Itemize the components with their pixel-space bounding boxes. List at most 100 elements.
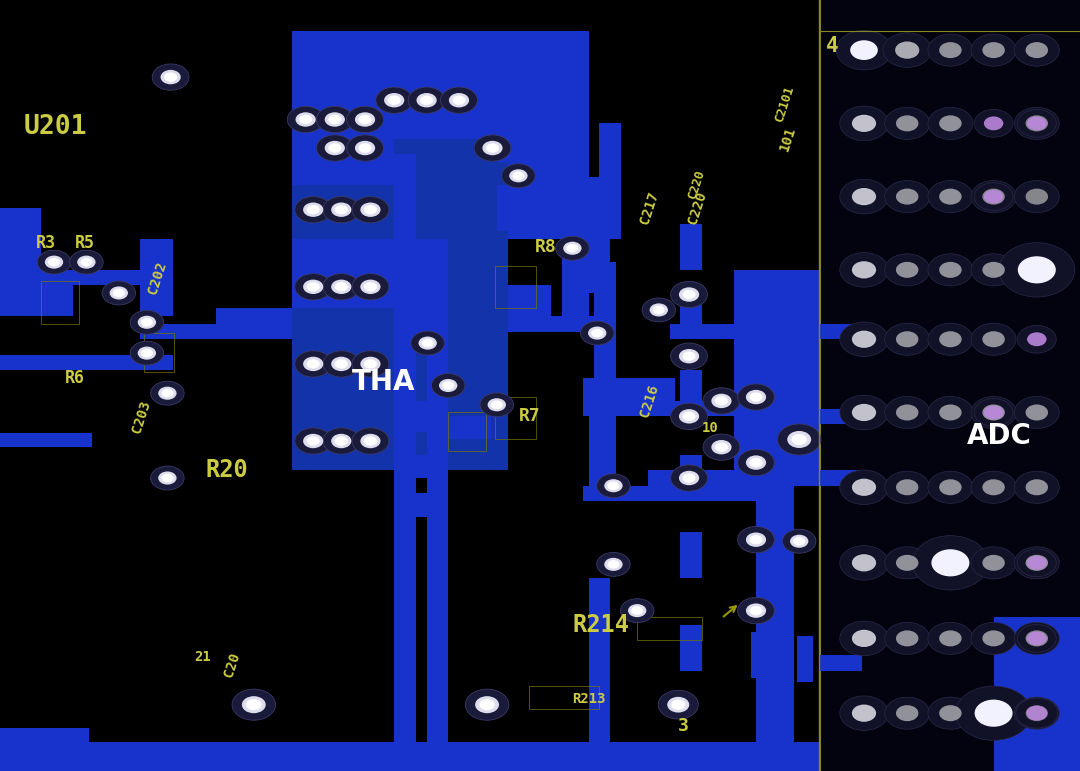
Circle shape — [940, 189, 961, 204]
Bar — [680, 293, 702, 339]
Circle shape — [465, 689, 509, 720]
Bar — [394, 154, 416, 771]
Bar — [448, 412, 486, 451]
Circle shape — [490, 401, 503, 409]
Circle shape — [1015, 699, 1057, 728]
Circle shape — [480, 393, 514, 416]
Circle shape — [750, 535, 762, 544]
Circle shape — [141, 348, 153, 358]
Circle shape — [162, 389, 173, 398]
Circle shape — [1014, 697, 1059, 729]
Circle shape — [1026, 631, 1048, 646]
Circle shape — [999, 243, 1075, 297]
Circle shape — [983, 631, 1004, 646]
Bar — [745, 324, 810, 339]
Circle shape — [778, 424, 821, 455]
Text: R3: R3 — [36, 234, 56, 252]
Circle shape — [307, 282, 320, 291]
Circle shape — [913, 536, 988, 590]
Circle shape — [683, 473, 696, 483]
Circle shape — [896, 189, 918, 204]
Circle shape — [483, 141, 502, 155]
Circle shape — [1017, 109, 1056, 137]
Circle shape — [480, 699, 495, 710]
Bar — [144, 333, 174, 372]
Circle shape — [335, 436, 348, 446]
Circle shape — [852, 188, 876, 205]
Circle shape — [158, 471, 177, 484]
Text: 3: 3 — [678, 717, 689, 736]
Circle shape — [896, 116, 918, 131]
Circle shape — [671, 343, 707, 369]
Bar — [751, 632, 794, 678]
Circle shape — [746, 604, 766, 618]
Circle shape — [352, 274, 389, 300]
Bar — [583, 486, 756, 501]
Circle shape — [303, 280, 323, 294]
Circle shape — [750, 458, 762, 467]
Circle shape — [1014, 107, 1059, 140]
Circle shape — [840, 322, 888, 356]
Circle shape — [971, 547, 1016, 579]
Circle shape — [679, 471, 699, 485]
Bar — [140, 239, 173, 316]
Circle shape — [940, 705, 961, 721]
Circle shape — [566, 244, 579, 252]
Circle shape — [928, 323, 973, 355]
Text: C216: C216 — [637, 383, 661, 419]
Circle shape — [679, 349, 699, 363]
Circle shape — [307, 436, 320, 446]
Circle shape — [683, 352, 696, 361]
Circle shape — [971, 254, 1016, 286]
Circle shape — [793, 537, 806, 546]
Circle shape — [232, 689, 275, 720]
Circle shape — [316, 135, 353, 161]
Circle shape — [791, 535, 809, 548]
Bar — [495, 397, 536, 439]
Circle shape — [408, 87, 445, 113]
Bar — [589, 401, 616, 501]
Circle shape — [928, 622, 973, 655]
Circle shape — [983, 42, 1004, 58]
Circle shape — [974, 699, 1013, 727]
Text: C202: C202 — [146, 260, 170, 295]
Bar — [797, 636, 813, 682]
Bar — [410, 493, 443, 517]
Circle shape — [242, 696, 266, 713]
Circle shape — [852, 630, 876, 647]
Circle shape — [792, 434, 807, 445]
Bar — [599, 123, 621, 239]
Circle shape — [287, 106, 324, 133]
Circle shape — [352, 351, 389, 377]
Circle shape — [152, 64, 189, 90]
Circle shape — [1026, 405, 1048, 420]
Circle shape — [410, 332, 445, 355]
Circle shape — [840, 180, 888, 214]
Bar — [637, 617, 702, 640]
Text: C217: C217 — [637, 190, 661, 226]
Circle shape — [438, 379, 458, 392]
Circle shape — [928, 697, 973, 729]
Circle shape — [592, 329, 604, 338]
Bar — [0, 728, 89, 742]
Circle shape — [335, 359, 348, 369]
Circle shape — [419, 336, 437, 350]
Circle shape — [971, 34, 1016, 66]
Bar — [562, 31, 589, 316]
Circle shape — [715, 443, 728, 452]
Text: R8: R8 — [535, 237, 556, 256]
Text: C220: C220 — [686, 190, 710, 226]
Text: R5: R5 — [75, 234, 95, 252]
Circle shape — [746, 533, 766, 547]
Circle shape — [940, 480, 961, 495]
Circle shape — [840, 106, 888, 140]
Circle shape — [417, 93, 436, 107]
Circle shape — [1014, 180, 1059, 213]
Circle shape — [1014, 34, 1059, 66]
Circle shape — [671, 403, 707, 429]
Circle shape — [852, 554, 876, 571]
Circle shape — [852, 331, 876, 348]
Circle shape — [928, 396, 973, 429]
Circle shape — [928, 180, 973, 213]
Circle shape — [850, 40, 878, 60]
